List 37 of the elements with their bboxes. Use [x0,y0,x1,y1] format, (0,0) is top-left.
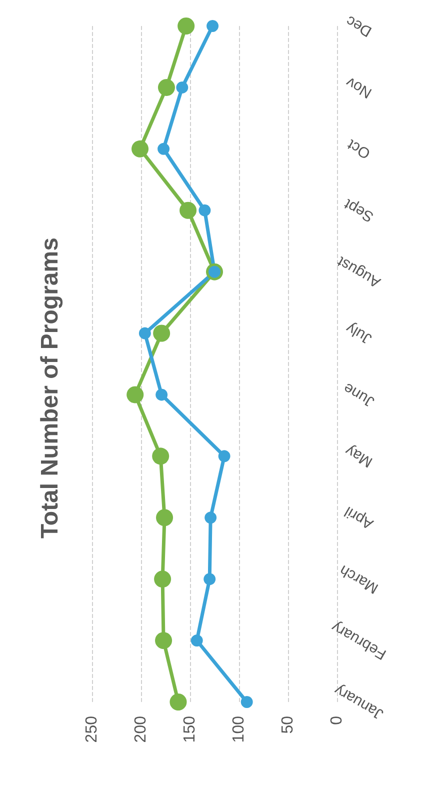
y-tick-label: May [342,441,376,471]
point [180,202,197,219]
point [240,696,253,708]
point [158,142,170,155]
y-tick-label: Nov [342,73,375,102]
point [126,386,144,404]
point [158,78,175,96]
point [152,448,170,465]
point [155,632,172,650]
x-tick-label: 50 [280,716,296,734]
x-tick-label: 100 [230,716,248,743]
y-tick-label: Dec [342,12,375,40]
point [218,450,230,462]
x-tick-label: 150 [182,716,198,743]
x-tick-label: 0 [328,716,346,725]
point [198,204,211,216]
x-tick-label: 200 [132,716,150,743]
point [156,509,174,526]
point [204,573,216,586]
text: Total Number of Programs [36,238,64,538]
y-tick-label: April [342,502,376,532]
point [138,327,151,340]
point [153,324,170,342]
x-tick-label: 250 [84,716,100,743]
point [132,140,149,158]
y-tick-label: Oct [344,135,374,162]
point [178,18,195,34]
y-tick-label: Sept [340,194,377,226]
y-tick-label: July [342,319,375,348]
point [206,20,219,32]
y-tick-label: June [340,379,378,410]
point [156,388,168,401]
point [154,570,172,588]
point [204,512,217,524]
point [176,81,188,94]
point [190,634,203,647]
point [170,694,187,710]
